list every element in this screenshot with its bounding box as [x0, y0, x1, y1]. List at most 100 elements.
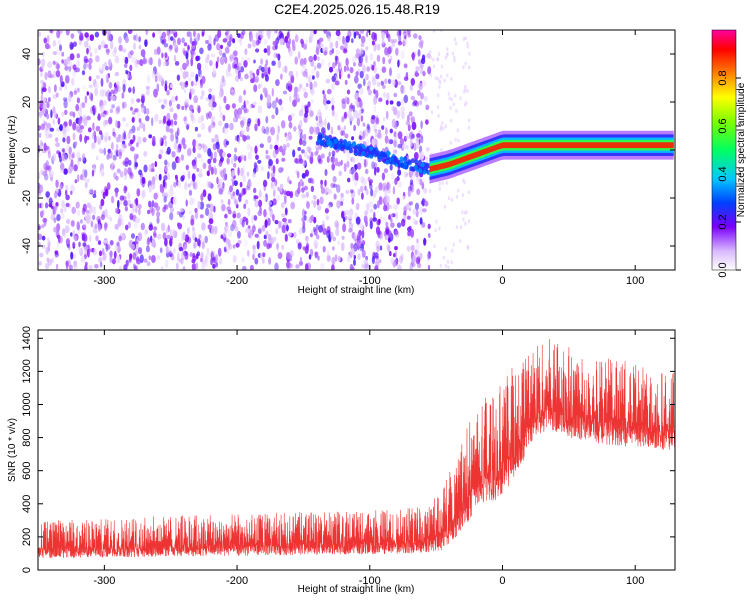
spectrogram-cell [267, 201, 272, 206]
spectrogram-cell [436, 105, 440, 110]
spectrogram-cell [59, 86, 63, 91]
spectrogram-cell [174, 120, 177, 126]
spectrogram-cell [278, 98, 283, 105]
spectrogram-cell [41, 87, 47, 92]
spectrogram-cell [353, 109, 359, 119]
spectrogram-cell [197, 153, 202, 159]
spectrogram-cell [87, 189, 91, 196]
spectrogram-cell [268, 234, 272, 241]
spectrogram-cell [169, 30, 172, 35]
spectrogram-cell [362, 122, 366, 127]
spectrogram-cell [208, 88, 213, 93]
spectrogram-cell [114, 243, 120, 252]
spectrogram-cell [256, 240, 260, 250]
spectrogram-cell [222, 38, 228, 43]
spectrogram-cell [247, 181, 252, 188]
spectrogram-cell [306, 218, 311, 223]
spectrogram-cell [227, 239, 231, 248]
spectrogram-cell [117, 245, 121, 253]
spectrogram-cell [299, 138, 303, 146]
spectrogram-cell [410, 228, 415, 238]
spectrogram-cell [123, 63, 128, 69]
spectrogram-cell [371, 115, 376, 120]
spectrogram-cell [94, 31, 100, 38]
spectrogram-cell [125, 70, 129, 75]
spectrogram-cell [450, 76, 453, 81]
spectrogram-cell [212, 66, 217, 75]
spectrogram-cell [158, 119, 162, 125]
spectrogram-cell [268, 159, 273, 166]
spectrogram-cell [249, 33, 254, 42]
spectrogram-cell [232, 38, 236, 44]
spectrogram-cell [318, 132, 322, 138]
spectrogram-cell [392, 138, 398, 148]
spectrogram-cell [154, 161, 157, 168]
spectrogram-cell [163, 98, 168, 105]
spectrogram-cell [301, 149, 305, 154]
spectrogram-cell [105, 188, 109, 197]
spectrogram-cell [468, 51, 471, 56]
spectrogram-cell [462, 37, 465, 42]
spectrogram-cell [53, 215, 56, 224]
spectrogram-cell [68, 264, 73, 270]
spectrogram-cell [235, 242, 240, 248]
spectrogram-cell [222, 231, 227, 238]
spectrogram-cell [216, 43, 221, 51]
spectrogram-cell [78, 247, 82, 253]
spectrogram-cell [340, 192, 344, 198]
spectrogram-cell [59, 184, 64, 191]
spectrogram-cell [158, 153, 162, 160]
spectrogram-cell [277, 60, 282, 69]
spectrogram-cell [393, 253, 396, 258]
spectrogram-cell [417, 262, 422, 269]
spectrogram-cell [436, 93, 440, 98]
spectrogram-cell [331, 150, 336, 157]
spectrogram-cell [57, 234, 61, 244]
spectrogram-cell [96, 135, 100, 144]
spectrogram-cell [154, 113, 159, 122]
spectrogram-cell [290, 201, 296, 210]
spectrogram-cell [386, 182, 391, 191]
spectrogram-cell [455, 225, 458, 230]
spectrogram-cell [175, 136, 179, 144]
spectrogram-cell [464, 36, 467, 41]
spectrogram-cell [247, 118, 252, 124]
spectrogram-cell [308, 254, 312, 260]
snr-y-label: SNR (10 * v/v) [7, 418, 18, 482]
spectrogram-cell [140, 93, 146, 100]
spectrogram-cell [215, 60, 219, 69]
spectrogram-cell [58, 125, 63, 131]
spectrogram-cell [148, 200, 152, 208]
spectrogram-cell [263, 38, 268, 46]
spectrogram-cell [219, 56, 225, 65]
spectrogram-cell [138, 208, 141, 216]
spectrogram-cell [351, 197, 355, 205]
spectrogram-cell [350, 248, 355, 257]
spectrogram-cell [467, 118, 471, 123]
spectrogram-cell [56, 214, 61, 222]
spectrogram-cell [414, 159, 419, 165]
spectrogram-cell [139, 254, 144, 264]
spectrogram-cell [439, 127, 442, 132]
spectrogram-cell [100, 77, 104, 87]
spectrogram-cell [186, 124, 190, 131]
spectrogram-cell [331, 104, 335, 111]
spectrogram-cell [196, 145, 201, 150]
spectrogram-cell [110, 195, 115, 204]
spectrogram-cell [297, 146, 302, 152]
spectrogram-cell [466, 89, 469, 94]
spectrogram-cell [326, 226, 331, 234]
spectrogram-cell [259, 206, 262, 213]
spectrogram-cell [54, 208, 58, 217]
spectrogram-cell [97, 113, 101, 121]
spectrogram-cell [425, 119, 429, 125]
spectrogram-cell [390, 39, 395, 44]
spectrogram-cell [204, 63, 208, 71]
spectrogram-cell [200, 257, 203, 263]
spectrogram-cell [369, 208, 374, 213]
spectrogram-cell [169, 228, 173, 238]
spectrogram-cell [122, 56, 126, 63]
spectrogram-cell [363, 215, 368, 224]
chart-title: C2E4.2025.026.15.48.R19 [274, 1, 440, 17]
spectrogram-cell [266, 155, 271, 160]
